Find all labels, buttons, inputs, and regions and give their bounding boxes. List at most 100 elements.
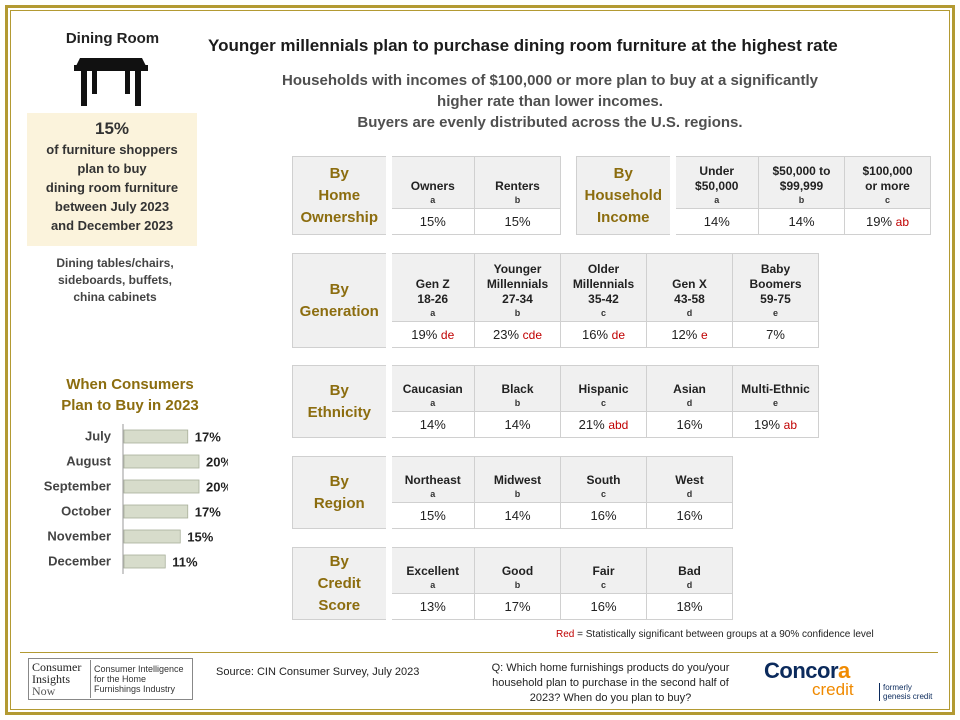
stat-line: between July 2023	[54, 199, 170, 214]
column-letter: c	[600, 489, 606, 499]
column-letter: b	[514, 398, 521, 408]
table-row-label: By Region	[292, 456, 392, 529]
column-header-line: Boomers	[749, 277, 802, 291]
cell-value: 17%	[504, 599, 531, 614]
ethnicity-table: By Ethnicity Caucasian a Black b Hispanic c Asia…	[292, 365, 819, 438]
stat-line: dining room furniture	[45, 180, 179, 195]
value-cell: 14%	[474, 411, 561, 438]
chart-category-label: August	[66, 454, 111, 469]
value-cell: 15%	[388, 208, 475, 235]
row-label-line: By	[329, 472, 349, 490]
chart-bar	[123, 554, 166, 569]
value-cell: 12% e	[646, 321, 733, 348]
page-headline: Younger millennials plan to purchase din…	[208, 36, 838, 55]
column-letter: c	[600, 580, 606, 590]
value-cell: 16%	[560, 502, 647, 529]
value-cell: 7%	[732, 321, 819, 348]
chart-value-label: 17%	[195, 430, 221, 445]
column-header-line: Owners	[410, 179, 455, 193]
column-header-line: Multi-Ethnic	[741, 382, 810, 396]
column-letter: e	[772, 398, 778, 408]
column-header: Midwest b	[474, 456, 561, 503]
column-header-line: Gen X	[672, 277, 707, 291]
column-header-line: or more	[865, 179, 910, 193]
cin-logo-word: Insights	[32, 672, 71, 686]
column-header-line: Bad	[678, 564, 701, 578]
row-label-line: By	[329, 164, 349, 182]
column-header-line: 27-34	[502, 292, 533, 306]
column-header-line: South	[586, 473, 621, 487]
chart-value-label: 20%	[206, 455, 228, 470]
chart-bar	[123, 454, 200, 469]
column-header: Asian d	[646, 365, 733, 412]
column-header-line: Renters	[495, 179, 540, 193]
column-header: Owners a	[388, 156, 475, 209]
example-line: china cabinets	[73, 290, 157, 304]
cell-value: 14%	[504, 417, 531, 432]
column-letter: d	[686, 308, 693, 318]
source-note: Source: CIN Consumer Survey, July 2023	[216, 666, 420, 678]
value-cell: 21% abd	[560, 411, 647, 438]
subhead-line: Households with incomes of $100,000 or m…	[282, 72, 818, 89]
chart-bar	[123, 504, 189, 519]
chart-bar	[123, 479, 200, 494]
table-row-label: By Household Income	[576, 156, 676, 235]
chart-value-label: 15%	[187, 530, 213, 545]
chart-value-label: 20%	[206, 480, 228, 495]
significance-letters: de	[611, 328, 625, 342]
cell-value: 14%	[788, 214, 815, 229]
chart-title-line: When Consumers	[66, 376, 194, 393]
column-header-line: Northeast	[404, 473, 461, 487]
cell-value: 13%	[419, 599, 446, 614]
column-header-line: $50,000 to	[772, 164, 831, 178]
value-cell: 14%	[758, 208, 845, 235]
column-letter: a	[430, 195, 436, 205]
concora-word-part: a	[838, 658, 850, 683]
question-line: Q: Which home furnishings products do yo…	[491, 662, 730, 674]
column-letter: a	[430, 398, 436, 408]
column-header-line: 18-26	[417, 292, 449, 306]
row-label-line: By	[613, 164, 633, 182]
column-header: $50,000 to $99,999 b	[758, 156, 845, 209]
column-header-line: Excellent	[406, 564, 460, 578]
value-cell: 23% cde	[474, 321, 561, 348]
cell-value: 16%	[581, 327, 609, 342]
cell-value: 18%	[676, 599, 703, 614]
column-letter: d	[686, 398, 693, 408]
column-header: Hispanic c	[560, 365, 647, 412]
cell-value: 21%	[578, 417, 605, 432]
cin-logo: Consumer Insights Now Consumer Intellige…	[28, 658, 193, 700]
cell-value: 15%	[504, 214, 531, 229]
concora-credit-word: credit	[812, 680, 854, 699]
inner-frame	[10, 10, 950, 710]
row-label-line: By	[329, 552, 349, 570]
footer-divider	[20, 652, 938, 653]
value-cell: 16%	[646, 411, 733, 438]
formerly-genesis-note: formerly genesis credit	[879, 683, 932, 701]
row-label-line: Ownership	[300, 208, 378, 226]
chart-bar	[123, 429, 189, 444]
table-row-label: By Home Ownership	[292, 156, 392, 235]
cin-logo-tagline: Consumer Intelligence for the Home Furni…	[91, 664, 184, 694]
chart-bar	[123, 529, 181, 544]
chart-title-line: Plan to Buy in 2023	[61, 397, 199, 414]
value-cell: 14%	[672, 208, 759, 235]
product-examples: Dining tables/chairs, sideboards, buffet…	[30, 255, 200, 306]
concora-wordmark: Concora	[764, 658, 850, 684]
cell-value: 14%	[419, 417, 446, 432]
subhead-line: Buyers are evenly distributed across the…	[357, 114, 743, 131]
example-line: sideboards, buffets,	[57, 273, 173, 287]
column-header-line: Under	[699, 164, 735, 178]
value-cell: 15%	[388, 502, 475, 529]
column-header: Gen Z 18-26 a	[388, 253, 475, 322]
column-header-line: 59-75	[760, 292, 791, 306]
column-header: Northeast a	[388, 456, 475, 503]
column-letter: b	[514, 308, 521, 318]
column-header-line: Younger	[493, 262, 542, 276]
credit-score-table: By Credit Score Excellent a Good b Fair c Bad d 13%…	[292, 547, 733, 620]
example-line: Dining tables/chairs,	[56, 256, 174, 270]
concora-word-part: Concor	[764, 658, 839, 683]
column-header-line: 43-58	[674, 292, 705, 306]
cell-value: 19%	[411, 327, 438, 342]
column-header: Renters b	[474, 156, 561, 209]
